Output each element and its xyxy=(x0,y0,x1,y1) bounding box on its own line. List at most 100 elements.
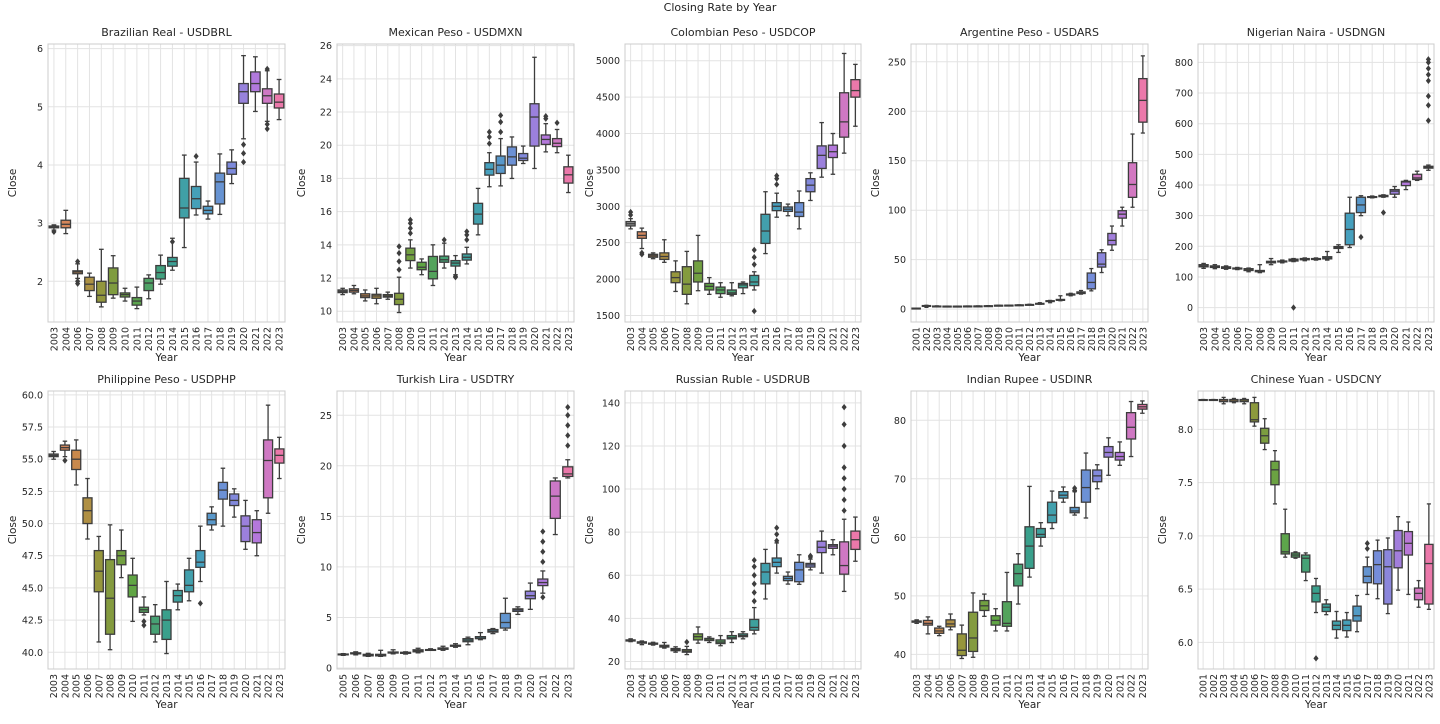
outlier-point xyxy=(751,572,757,579)
x-tick-label: 2020 xyxy=(530,327,541,351)
x-tick-label: 2021 xyxy=(541,327,552,351)
x-tick-label: 2017 xyxy=(207,674,218,698)
box-body xyxy=(692,260,704,283)
y-tick-label: 40 xyxy=(608,614,620,625)
x-tick-label: 2003 xyxy=(626,327,637,351)
x-tick-label: 2006 xyxy=(946,674,957,698)
box-body xyxy=(518,152,529,162)
outlier-point xyxy=(684,638,690,646)
box-2011 xyxy=(1001,571,1013,632)
box-body xyxy=(1352,605,1362,622)
box-2021 xyxy=(827,132,839,175)
box-2007 xyxy=(956,624,967,660)
box-2006 xyxy=(72,258,84,287)
box-2016 xyxy=(484,128,495,188)
x-tick-label: 2006 xyxy=(963,327,974,351)
x-tick-label: 2006 xyxy=(1250,674,1261,698)
box-2018 xyxy=(217,467,229,527)
box-body xyxy=(150,615,161,635)
x-tick-label: 2011 xyxy=(1289,327,1300,351)
box-2009 xyxy=(405,216,416,269)
box-2011 xyxy=(1300,552,1311,582)
box-2011 xyxy=(427,244,439,287)
box-2008 xyxy=(375,649,387,658)
box-2016 xyxy=(771,524,782,574)
box-2015 xyxy=(760,191,771,255)
x-tick-label: 2017 xyxy=(496,327,507,351)
box-body xyxy=(249,71,261,93)
outlier-point xyxy=(1425,56,1431,63)
outlier-point xyxy=(396,243,402,250)
x-tick-label: 2004 xyxy=(61,327,72,351)
y-tick-label: 3500 xyxy=(596,165,620,176)
x-tick-label: 2003 xyxy=(49,674,60,698)
box-2003 xyxy=(625,208,636,230)
x-tick-label: 2009 xyxy=(994,327,1005,351)
box-2006 xyxy=(659,239,670,263)
x-tick-label: 2005 xyxy=(339,674,350,698)
box-body xyxy=(816,145,827,170)
chart-title: Philippine Peso - USDPHP xyxy=(97,373,236,386)
x-tick-label: 2016 xyxy=(192,327,203,351)
box-2010 xyxy=(1290,551,1301,559)
box-2016 xyxy=(771,172,782,218)
x-tick-label: 2007 xyxy=(94,674,105,698)
x-tick-label: 2002 xyxy=(1209,674,1220,698)
box-2020 xyxy=(529,56,540,170)
box-2018 xyxy=(794,554,805,585)
box-2021 xyxy=(1403,521,1414,596)
x-tick-label: 2021 xyxy=(1115,674,1126,698)
x-tick-label: 2016 xyxy=(196,674,207,698)
x-tick-label: 2020 xyxy=(526,674,537,698)
outlier-point xyxy=(197,600,203,607)
outlier-point xyxy=(240,141,247,148)
box-2013 xyxy=(1310,257,1322,261)
y-tick-label: 52.5 xyxy=(22,487,43,498)
box-2011 xyxy=(131,286,143,310)
x-tick-label: 2004 xyxy=(1210,327,1221,351)
y-tick-label: 100 xyxy=(602,485,620,496)
y-tick-label: 10 xyxy=(320,307,332,318)
outlier-point xyxy=(51,228,57,236)
x-tick-label: 2004 xyxy=(637,327,648,351)
outlier-point xyxy=(441,236,447,244)
x-tick-label: 2008 xyxy=(106,674,117,698)
x-tick-label: 2010 xyxy=(128,674,139,698)
y-tick-label: 0 xyxy=(900,305,906,316)
outlier-point xyxy=(565,422,571,429)
box-body xyxy=(794,201,805,218)
x-tick-label: 2008 xyxy=(395,327,406,351)
box-body xyxy=(238,82,249,104)
x-axis-label: Year xyxy=(1304,352,1328,364)
box-2015 xyxy=(760,548,771,600)
x-tick-label: 2009 xyxy=(694,674,705,698)
x-tick-label: 2009 xyxy=(1267,327,1278,351)
box-body xyxy=(749,618,760,631)
box-2023 xyxy=(274,436,285,480)
box-2014 xyxy=(749,246,760,315)
x-tick-label: 2007 xyxy=(383,327,394,351)
y-tick-label: 20 xyxy=(320,461,332,472)
x-tick-label: 2009 xyxy=(1281,674,1292,698)
box-body xyxy=(183,569,195,593)
box-2010 xyxy=(416,258,427,276)
box-2008 xyxy=(104,524,116,651)
x-tick-label: 2009 xyxy=(694,327,705,351)
y-tick-label: 200 xyxy=(1175,242,1193,253)
x-tick-label: 2017 xyxy=(783,674,794,698)
y-tick-label: 60.0 xyxy=(22,390,43,401)
x-tick-label: 2016 xyxy=(485,327,496,351)
x-tick-label: 2018 xyxy=(218,674,229,698)
plot-frame xyxy=(336,43,575,323)
box-2023 xyxy=(1423,56,1434,171)
box-body xyxy=(681,266,692,295)
x-tick-label: 2018 xyxy=(795,327,806,351)
box-2022 xyxy=(262,404,274,514)
box-2018 xyxy=(1372,539,1383,600)
x-tick-label: 2020 xyxy=(1390,327,1401,351)
x-axis-label: Year xyxy=(154,352,178,364)
box-2006 xyxy=(1249,396,1260,427)
x-tick-label: 2003 xyxy=(338,327,349,351)
